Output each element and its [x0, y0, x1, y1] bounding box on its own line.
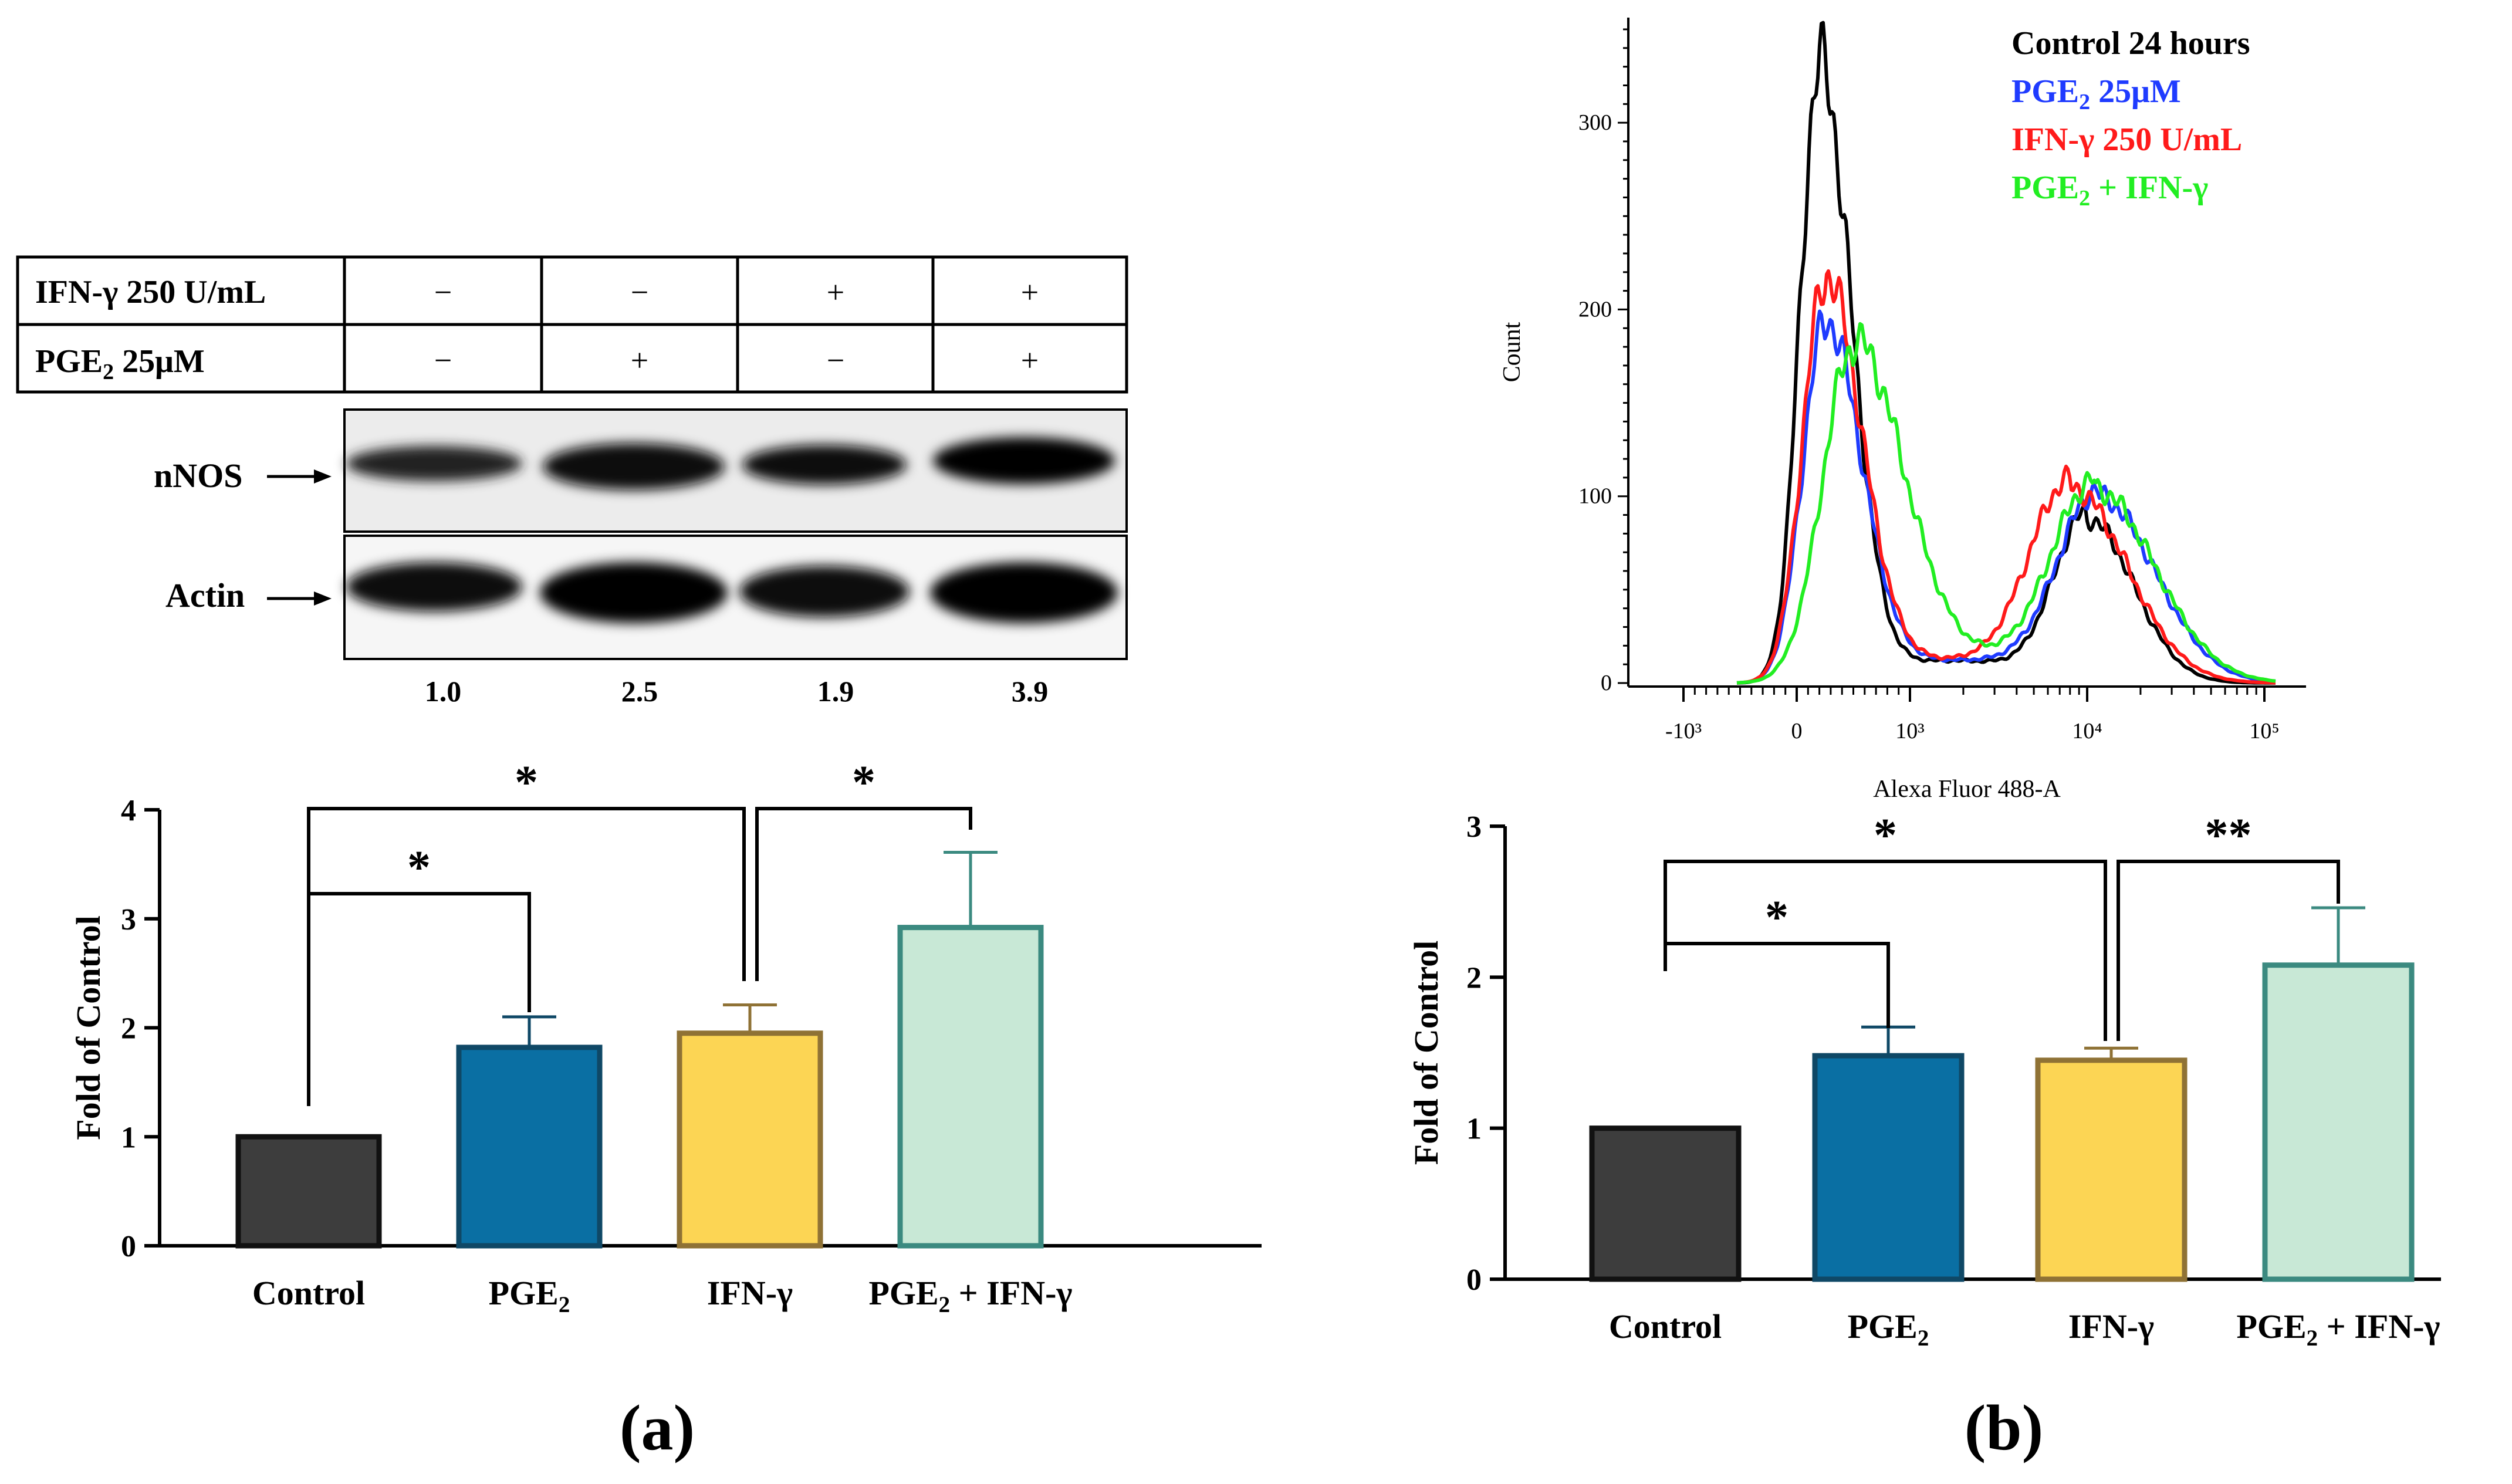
blot-sign-pge: + [631, 343, 648, 378]
hist-x-tick-label: 10⁵ [2249, 719, 2279, 743]
hist-x-tick-label: -10³ [1665, 719, 1702, 743]
bar [897, 925, 1044, 1249]
significance-bracket: * [1664, 810, 2107, 1041]
x-category-label: PGE2 [489, 1274, 570, 1317]
hist-series-line [1736, 269, 2276, 685]
hist-series-line [1736, 309, 2276, 685]
hist-y-tick-label: 0 [1601, 671, 1612, 695]
y-tick-label: 1 [121, 1121, 136, 1154]
bar [2262, 962, 2415, 1282]
hist-series-line [1736, 322, 2276, 685]
hist-y-axis-label: Count [1499, 322, 1526, 382]
y-tick-label: 0 [121, 1230, 136, 1263]
hist-x-tick-label: 10⁴ [2072, 719, 2102, 743]
blot-sign-pge: − [434, 343, 452, 378]
bar-chart-a: 0 1 2 3 4 Fold of Control Control PGE2 IFN-γ PGE2… [69, 757, 1262, 1317]
hist-x-tick-label: 0 [1791, 719, 1803, 743]
svg-text:PGE2 25μM: PGE2 25μM [35, 343, 205, 384]
hist-legend-entry: PGE2 + IFN-γ [2011, 170, 2208, 211]
y-axis-label: Fold of Control [69, 915, 107, 1140]
y-tick-label: 4 [121, 794, 136, 827]
flow-histogram: 0 100 200 300 Count -10³ 0 10³ 10⁴ 10⁵ Alexa Fluor… [1499, 18, 2306, 803]
x-category-label: PGE2 + IFN-γ [868, 1274, 1072, 1317]
hist-x-axis-label: Alexa Fluor 488-A [1873, 776, 2061, 803]
x-category-label: IFN-γ [707, 1274, 793, 1312]
x-category-label: Control [252, 1274, 365, 1312]
y-tick-label: 2 [121, 1012, 136, 1046]
significance-bracket: * [755, 757, 972, 981]
significance-label: * [852, 757, 875, 809]
hist-y-tick-label: 100 [1578, 484, 1612, 509]
blot-sign-ifn: − [631, 275, 648, 310]
svg-text:Actin: Actin [165, 576, 245, 614]
significance-label: * [407, 842, 431, 894]
blot-row-label-ifn: IFN-γ 250 U/mL [35, 274, 266, 310]
hist-y-tick-label: 200 [1578, 297, 1612, 322]
blot-sign-pge: − [827, 343, 844, 378]
svg-text:nNOS: nNOS [154, 457, 243, 495]
hist-x-ticks [1693, 687, 2257, 695]
significance-label: ** [2205, 810, 2252, 861]
bar [235, 1134, 382, 1249]
blot-actin-label: Actin [165, 576, 332, 614]
bar [677, 1030, 823, 1249]
significance-bracket: * [1664, 892, 1890, 1028]
hist-legend-entry: PGE2 25μM [2011, 73, 2181, 114]
hist-legend-entry: IFN-γ 250 U/mL [2011, 121, 2242, 158]
hist-legend: Control 24 hours PGE2 25μM IFN-γ 250 U/mL P… [2011, 25, 2250, 211]
hist-y-tick-label: 300 [1578, 110, 1612, 135]
blot-nnos-image [343, 408, 1128, 533]
x-category-label: PGE2 [1848, 1307, 1929, 1351]
y-tick-label: 3 [1466, 810, 1482, 844]
panel-label-b: (b) [1965, 1392, 2043, 1463]
significance-label: * [1874, 810, 1897, 861]
blot-row-label-pge: PGE2 25μM [35, 343, 205, 384]
significance-bracket: ** [2117, 810, 2340, 1041]
bar [2035, 1057, 2188, 1282]
blot-sign-ifn: + [827, 275, 844, 310]
blot-sign-pge: + [1021, 343, 1039, 378]
blot-sign-ifn: − [434, 275, 452, 310]
blot-actin-image [343, 535, 1128, 660]
significance-label: * [1765, 892, 1789, 944]
significance-bracket: * [307, 757, 746, 1106]
x-category-label: Control [1609, 1307, 1722, 1346]
y-tick-label: 2 [1466, 961, 1482, 995]
blot-nnos-label: nNOS [154, 457, 332, 495]
hist-x-tick-label: 10³ [1895, 719, 1924, 743]
blot-quant-value: 1.9 [817, 675, 854, 708]
y-tick-label: 0 [1466, 1263, 1482, 1297]
panel-label-a: (a) [620, 1392, 695, 1463]
bar [1812, 1053, 1965, 1282]
y-tick-label: 1 [1466, 1113, 1482, 1146]
blot-sign-ifn: + [1021, 275, 1039, 310]
blot-signs: − − − + + − + + [434, 275, 1039, 378]
x-category-label: PGE2 + IFN-γ [2236, 1307, 2440, 1351]
blot-quant-value: 1.0 [425, 675, 462, 708]
x-category-label: IFN-γ [2068, 1307, 2154, 1346]
blot-quantification: 1.0 2.5 1.9 3.9 [425, 675, 1049, 708]
bar [1589, 1125, 1742, 1282]
y-axis-label: Fold of Control [1407, 941, 1445, 1165]
bar [456, 1044, 603, 1249]
blot-condition-table [16, 255, 1128, 394]
y-tick-label: 3 [121, 903, 136, 937]
hist-legend-entry: Control 24 hours [2011, 25, 2250, 62]
hist-series-line [1736, 21, 2276, 685]
blot-quant-value: 2.5 [621, 675, 658, 708]
blot-quant-value: 3.9 [1012, 675, 1049, 708]
significance-label: * [515, 757, 538, 809]
bar-chart-b: 0 1 2 3 Fold of Control Control PGE2 IFN-γ PGE2 … [1407, 810, 2441, 1351]
